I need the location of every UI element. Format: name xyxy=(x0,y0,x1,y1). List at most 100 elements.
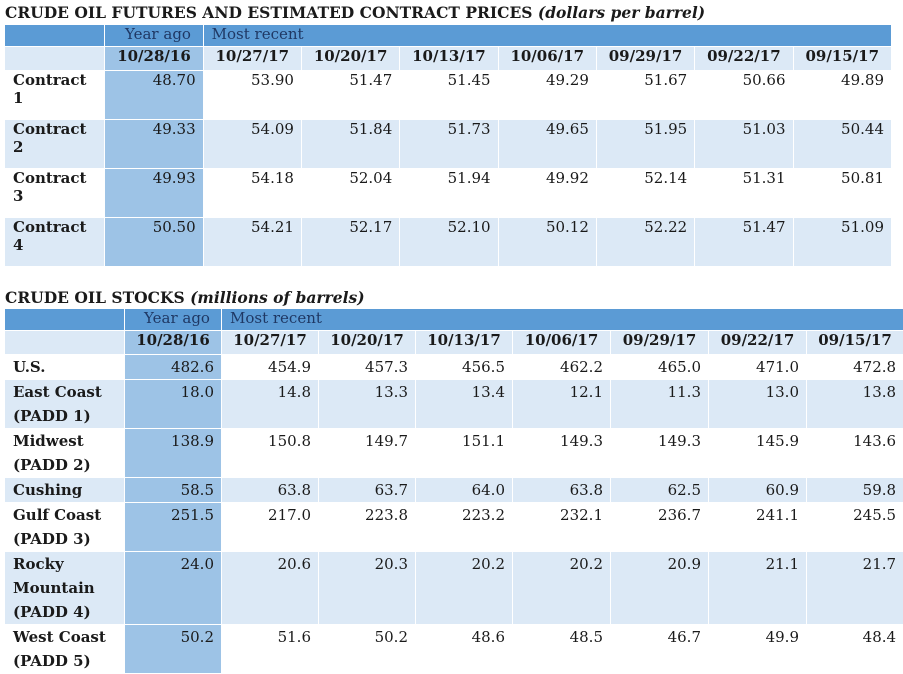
futures-value: 51.84 xyxy=(301,120,399,169)
date-header: 09/22/17 xyxy=(695,47,793,71)
futures-value: 50.66 xyxy=(695,71,793,120)
futures-value: 54.18 xyxy=(203,169,301,218)
stocks-value: 60.9 xyxy=(709,478,807,503)
futures-value: 54.09 xyxy=(203,120,301,169)
stocks-value: 63.7 xyxy=(319,478,416,503)
futures-value: 51.45 xyxy=(400,71,498,120)
date-header: 09/29/17 xyxy=(596,47,694,71)
date-header: 10/06/17 xyxy=(498,47,596,71)
stocks-value: 63.8 xyxy=(513,478,611,503)
futures-year-ago-header: Year ago xyxy=(105,25,203,47)
futures-table: Year ago Most recent 10/28/16 10/27/17 1… xyxy=(4,24,892,267)
futures-year-ago-value: 49.93 xyxy=(105,169,203,218)
stocks-dates-blank xyxy=(5,331,125,355)
futures-row-label: Contract 3 xyxy=(5,169,105,218)
stocks-value: 150.8 xyxy=(222,429,319,478)
stocks-value: 145.9 xyxy=(709,429,807,478)
date-header: 09/15/17 xyxy=(807,331,903,355)
stocks-value: 223.2 xyxy=(416,503,513,552)
date-header: 10/27/17 xyxy=(222,331,319,355)
stocks-value: 20.2 xyxy=(416,552,513,625)
stocks-year-ago-value: 58.5 xyxy=(125,478,222,503)
futures-value: 51.47 xyxy=(695,218,793,267)
futures-value: 50.81 xyxy=(793,169,891,218)
stocks-value: 472.8 xyxy=(807,355,903,380)
stocks-row-label: West Coast (PADD 5) xyxy=(5,625,125,674)
futures-year-ago-value: 49.33 xyxy=(105,120,203,169)
stocks-value: 63.8 xyxy=(222,478,319,503)
stocks-row-label: Midwest (PADD 2) xyxy=(5,429,125,478)
stocks-year-ago-value: 251.5 xyxy=(125,503,222,552)
stocks-header-row: Year ago Most recent xyxy=(5,309,903,331)
stocks-value: 11.3 xyxy=(611,380,709,429)
futures-value: 51.09 xyxy=(793,218,891,267)
stocks-value: 21.7 xyxy=(807,552,903,625)
stocks-year-ago-value: 24.0 xyxy=(125,552,222,625)
stocks-title-text: CRUDE OIL STOCKS xyxy=(5,288,185,307)
stocks-year-ago-value: 18.0 xyxy=(125,380,222,429)
stocks-value: 454.9 xyxy=(222,355,319,380)
futures-title: CRUDE OIL FUTURES AND ESTIMATED CONTRACT… xyxy=(5,3,705,22)
stocks-dates-row: 10/28/16 10/27/17 10/20/17 10/13/17 10/0… xyxy=(5,331,903,355)
stocks-value: 465.0 xyxy=(611,355,709,380)
stocks-year-ago-value: 482.6 xyxy=(125,355,222,380)
stocks-most-recent-header: Most recent xyxy=(222,309,903,331)
stocks-row-label: Cushing xyxy=(5,478,125,503)
stocks-row-label: U.S. xyxy=(5,355,125,380)
futures-value: 51.03 xyxy=(695,120,793,169)
date-header: 10/20/17 xyxy=(319,331,416,355)
stocks-value: 13.4 xyxy=(416,380,513,429)
date-header: 10/20/17 xyxy=(301,47,399,71)
stocks-value: 14.8 xyxy=(222,380,319,429)
stocks-value: 48.6 xyxy=(416,625,513,674)
stocks-value: 457.3 xyxy=(319,355,416,380)
stocks-value: 471.0 xyxy=(709,355,807,380)
date-header: 10/13/17 xyxy=(400,47,498,71)
stocks-value: 13.8 xyxy=(807,380,903,429)
stocks-value: 20.6 xyxy=(222,552,319,625)
stocks-value: 456.5 xyxy=(416,355,513,380)
stocks-row-label: East Coast (PADD 1) xyxy=(5,380,125,429)
stocks-value: 50.2 xyxy=(319,625,416,674)
stocks-table: Year ago Most recent 10/28/16 10/27/17 1… xyxy=(4,308,903,674)
futures-most-recent-header: Most recent xyxy=(203,25,891,47)
stocks-value: 245.5 xyxy=(807,503,903,552)
futures-value: 49.65 xyxy=(498,120,596,169)
futures-title-text: CRUDE OIL FUTURES AND ESTIMATED CONTRACT… xyxy=(5,3,532,22)
futures-value: 50.44 xyxy=(793,120,891,169)
futures-value: 52.14 xyxy=(596,169,694,218)
date-header: 10/28/16 xyxy=(125,331,222,355)
stocks-header-blank xyxy=(5,309,125,331)
stocks-title: CRUDE OIL STOCKS (millions of barrels) xyxy=(5,288,365,307)
stocks-value: 149.3 xyxy=(611,429,709,478)
futures-value: 52.04 xyxy=(301,169,399,218)
futures-value: 51.94 xyxy=(400,169,498,218)
futures-value: 53.90 xyxy=(203,71,301,120)
stocks-value: 20.2 xyxy=(513,552,611,625)
futures-value: 51.95 xyxy=(596,120,694,169)
futures-value: 51.31 xyxy=(695,169,793,218)
date-header: 10/13/17 xyxy=(416,331,513,355)
stocks-value: 51.6 xyxy=(222,625,319,674)
stocks-value: 13.3 xyxy=(319,380,416,429)
stocks-value: 462.2 xyxy=(513,355,611,380)
futures-dates-blank xyxy=(5,47,105,71)
futures-row-label: Contract 2 xyxy=(5,120,105,169)
futures-units: (dollars per barrel) xyxy=(538,3,705,22)
futures-year-ago-value: 50.50 xyxy=(105,218,203,267)
futures-value: 52.17 xyxy=(301,218,399,267)
stocks-value: 232.1 xyxy=(513,503,611,552)
futures-value: 51.67 xyxy=(596,71,694,120)
stocks-value: 236.7 xyxy=(611,503,709,552)
stocks-value: 64.0 xyxy=(416,478,513,503)
